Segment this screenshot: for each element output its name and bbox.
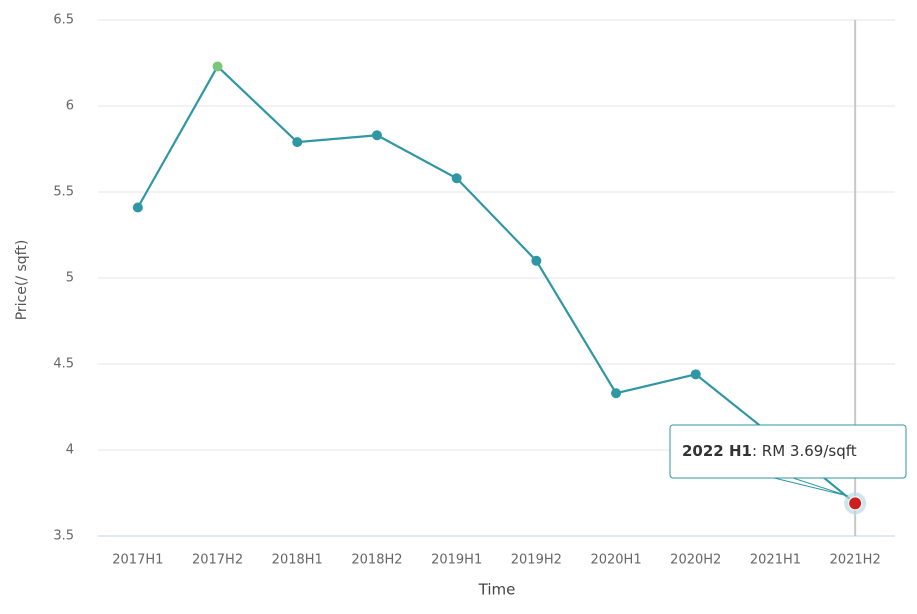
tooltip-text: 2022 H1: RM 3.69/sqft (682, 442, 857, 460)
tooltip: 2022 H1: RM 3.69/sqft (669, 424, 907, 497)
marker (132, 202, 143, 213)
marker (611, 388, 622, 399)
x-tick-label: 2021H1 (750, 553, 801, 568)
y-tick-label: 5.5 (53, 185, 74, 200)
y-tick-label: 6.5 (53, 13, 74, 28)
y-tick-label: 5 (66, 271, 74, 286)
x-tick-label: 2017H1 (112, 553, 163, 568)
line (136, 64, 856, 505)
x-axis-title: Time (478, 581, 516, 599)
marker (848, 496, 863, 511)
y-tick-label: 6 (66, 99, 74, 114)
x-tick-label: 2021H2 (830, 553, 881, 568)
tooltip-value: : RM 3.69/sqft (752, 442, 857, 460)
y-tick-label: 4.5 (53, 357, 74, 372)
marker (292, 137, 303, 148)
x-tick-label: 2017H2 (192, 553, 243, 568)
y-tick-label: 3.5 (53, 529, 74, 544)
marker (371, 130, 382, 141)
x-tick-label: 2019H1 (431, 553, 482, 568)
x-tick-label: 2018H1 (272, 553, 323, 568)
x-tick-label: 2020H2 (670, 553, 721, 568)
x-tick-label: 2020H1 (590, 553, 641, 568)
marker (531, 255, 542, 266)
marker (690, 369, 701, 380)
marker (451, 173, 462, 184)
y-tick-label: 4 (66, 443, 74, 458)
tooltip-box (669, 424, 907, 479)
marker (212, 61, 223, 72)
y-axis-title: Price(/ sqft) (14, 240, 30, 321)
x-tick-label: 2018H2 (351, 553, 402, 568)
tooltip-label: 2022 H1 (682, 442, 752, 460)
x-tick-label: 2019H2 (511, 553, 562, 568)
